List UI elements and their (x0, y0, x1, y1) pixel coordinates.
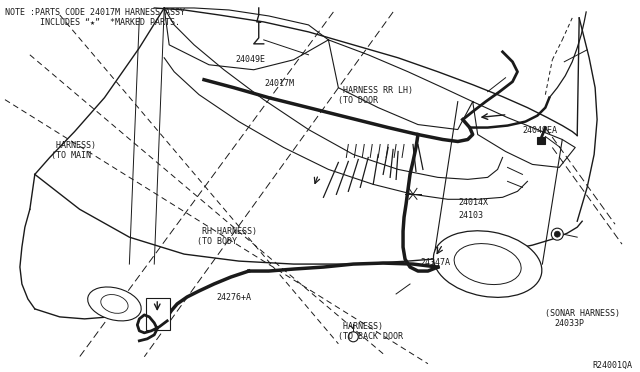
Text: (SONAR HARNESS): (SONAR HARNESS) (545, 309, 620, 318)
Text: 24033P: 24033P (554, 319, 584, 328)
Circle shape (554, 231, 560, 237)
FancyBboxPatch shape (147, 298, 170, 330)
Text: RH HARNESS): RH HARNESS) (198, 227, 257, 236)
Text: NOTE :PARTS CODE 24017M HARNESS ASSY: NOTE :PARTS CODE 24017M HARNESS ASSY (5, 8, 185, 17)
Text: 24049EA: 24049EA (522, 126, 557, 135)
Text: HARNESS RR LH): HARNESS RR LH) (337, 86, 413, 95)
Text: R24001QA: R24001QA (592, 361, 632, 370)
Ellipse shape (433, 231, 542, 297)
Text: 24017M: 24017M (264, 79, 294, 88)
Text: (TO DOOR: (TO DOOR (337, 96, 378, 105)
Ellipse shape (454, 244, 521, 285)
Text: (TO MAIN: (TO MAIN (51, 151, 91, 160)
Text: INCLUDES “★”  *MARKED PARTS.: INCLUDES “★” *MARKED PARTS. (5, 18, 180, 27)
Text: HARNESS): HARNESS) (337, 322, 383, 331)
Text: 24014X: 24014X (459, 198, 488, 207)
Ellipse shape (88, 287, 141, 321)
Text: 24103: 24103 (459, 211, 484, 219)
Text: 24276+A: 24276+A (216, 293, 252, 302)
Ellipse shape (100, 295, 128, 313)
Circle shape (348, 332, 358, 342)
Text: 24049E: 24049E (236, 55, 266, 64)
Bar (538, 137, 545, 144)
Text: (TO BODY: (TO BODY (198, 237, 237, 246)
Text: 24347A: 24347A (420, 258, 451, 267)
Circle shape (551, 228, 563, 240)
Text: (TO BACK DOOR: (TO BACK DOOR (337, 332, 403, 341)
Text: HARNESS): HARNESS) (51, 141, 96, 150)
